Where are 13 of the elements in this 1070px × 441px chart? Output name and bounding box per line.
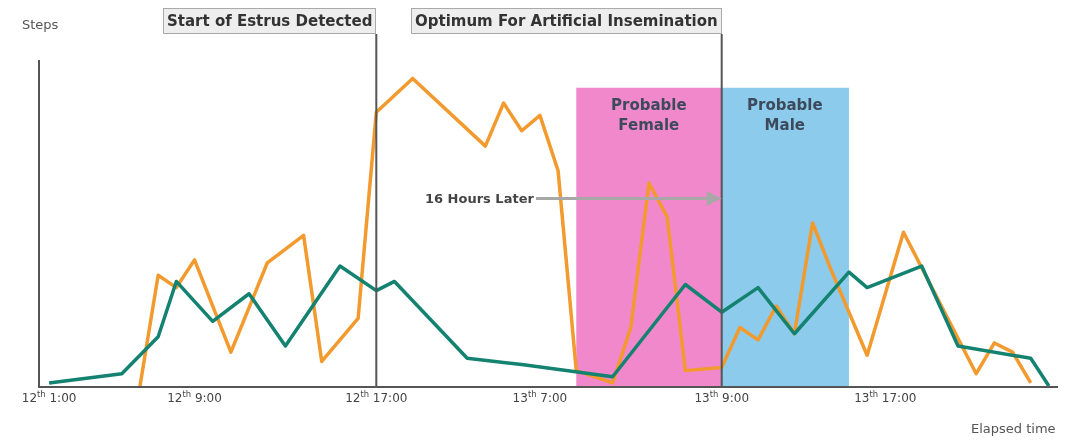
x-tick-label: 13$^{th}$ 9:00 (694, 389, 750, 406)
x-tick-label: 13$^{th}$ 17:00 (854, 389, 917, 406)
ref-line-label: Optimum For Artificial Insemination (415, 12, 718, 30)
x-tick-label: 12$^{th}$ 1:00 (21, 389, 77, 406)
x-axis-title: Elapsed time (971, 421, 1056, 436)
annotation: Probable Male (747, 96, 823, 134)
x-tick-label: 12$^{th}$ 17:00 (345, 389, 408, 406)
y-axis-title: Steps (22, 17, 59, 32)
annotation: 16 Hours Later (425, 191, 535, 206)
annotation: Probable Female (611, 96, 687, 134)
x-tick-label: 12$^{th}$ 9:00 (167, 389, 222, 406)
x-tick-label: 13$^{th}$ 7:00 (512, 389, 568, 406)
ref-line-label: Start of Estrus Detected (167, 12, 373, 30)
